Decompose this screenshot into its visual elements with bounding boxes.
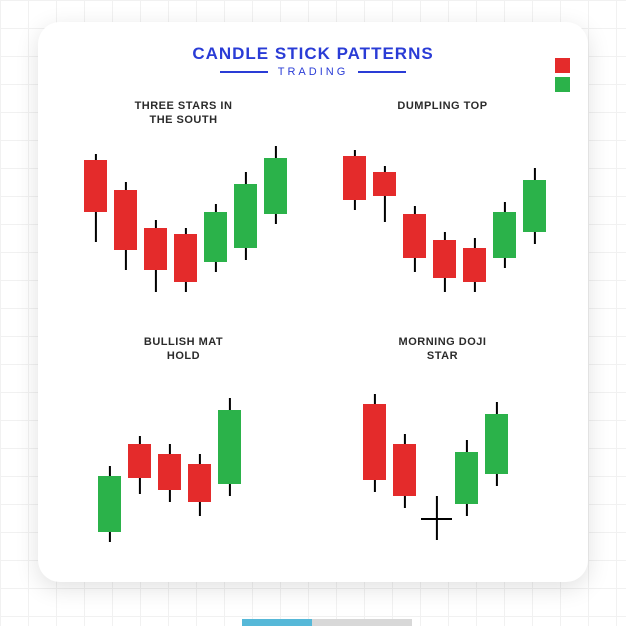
candle-body — [234, 184, 257, 248]
candle-body — [128, 444, 151, 478]
candle — [174, 132, 197, 326]
candle-body — [363, 404, 386, 480]
candle-body — [144, 228, 167, 270]
pattern-label: MORNING DOJI STAR — [321, 336, 564, 364]
patterns-card: CANDLE STICK PATTERNS TRADING THREE STAR… — [38, 22, 588, 582]
candle-body — [403, 214, 426, 258]
candle-body — [204, 212, 227, 262]
candle-body — [455, 452, 478, 504]
pattern-label: BULLISH MAT HOLD — [62, 336, 305, 364]
candle — [128, 368, 151, 562]
candle — [84, 132, 107, 326]
candle — [455, 368, 478, 562]
candle-body — [393, 444, 416, 496]
candle-area — [321, 368, 564, 562]
accent-bar-0 — [242, 619, 312, 626]
candle — [485, 368, 508, 562]
candle-body — [373, 172, 396, 196]
candle — [218, 368, 241, 562]
candle — [264, 132, 287, 326]
subtitle-row: TRADING — [62, 66, 564, 78]
main-title: CANDLE STICK PATTERNS — [62, 44, 564, 64]
pattern-1: DUMPLING TOP — [321, 100, 564, 326]
pattern-3: MORNING DOJI STAR — [321, 336, 564, 562]
color-legend — [555, 58, 570, 92]
candle-body — [463, 248, 486, 282]
pattern-label: DUMPLING TOP — [321, 100, 564, 114]
candle — [363, 368, 386, 562]
candle-body — [158, 454, 181, 490]
candle — [433, 132, 456, 326]
patterns-grid: THREE STARS IN THE SOUTH DUMPLING TOP BULL… — [62, 100, 564, 562]
candle — [343, 132, 366, 326]
candle-body — [264, 158, 287, 214]
candle — [234, 132, 257, 326]
candle — [373, 132, 396, 326]
pattern-0: THREE STARS IN THE SOUTH — [62, 100, 305, 326]
candle-body — [114, 190, 137, 250]
doji-candle — [425, 368, 448, 562]
subtitle-line-right — [358, 71, 406, 73]
candle — [144, 132, 167, 326]
candle-body — [218, 410, 241, 484]
candle-body — [485, 414, 508, 474]
candle-body — [84, 160, 107, 212]
pattern-2: BULLISH MAT HOLD — [62, 336, 305, 562]
candle — [188, 368, 211, 562]
candle-body — [98, 476, 121, 532]
candle-body — [493, 212, 516, 258]
doji-cross-icon — [421, 518, 452, 520]
candle-area — [62, 132, 305, 326]
candle — [403, 132, 426, 326]
accent-bar-1 — [312, 619, 412, 626]
subtitle-text: TRADING — [278, 66, 349, 78]
pattern-label: THREE STARS IN THE SOUTH — [62, 100, 305, 128]
candle — [393, 368, 416, 562]
candle — [98, 368, 121, 562]
candle-body — [174, 234, 197, 282]
legend-bearish-icon — [555, 58, 570, 73]
candle — [493, 132, 516, 326]
candle — [158, 368, 181, 562]
candle — [204, 132, 227, 326]
legend-bullish-icon — [555, 77, 570, 92]
candle — [523, 132, 546, 326]
candle-body — [343, 156, 366, 200]
candle — [463, 132, 486, 326]
candle-body — [188, 464, 211, 502]
candle-body — [523, 180, 546, 232]
subtitle-line-left — [220, 71, 268, 73]
candle-body — [433, 240, 456, 278]
candle-area — [62, 368, 305, 562]
candle-area — [321, 132, 564, 326]
candle — [114, 132, 137, 326]
